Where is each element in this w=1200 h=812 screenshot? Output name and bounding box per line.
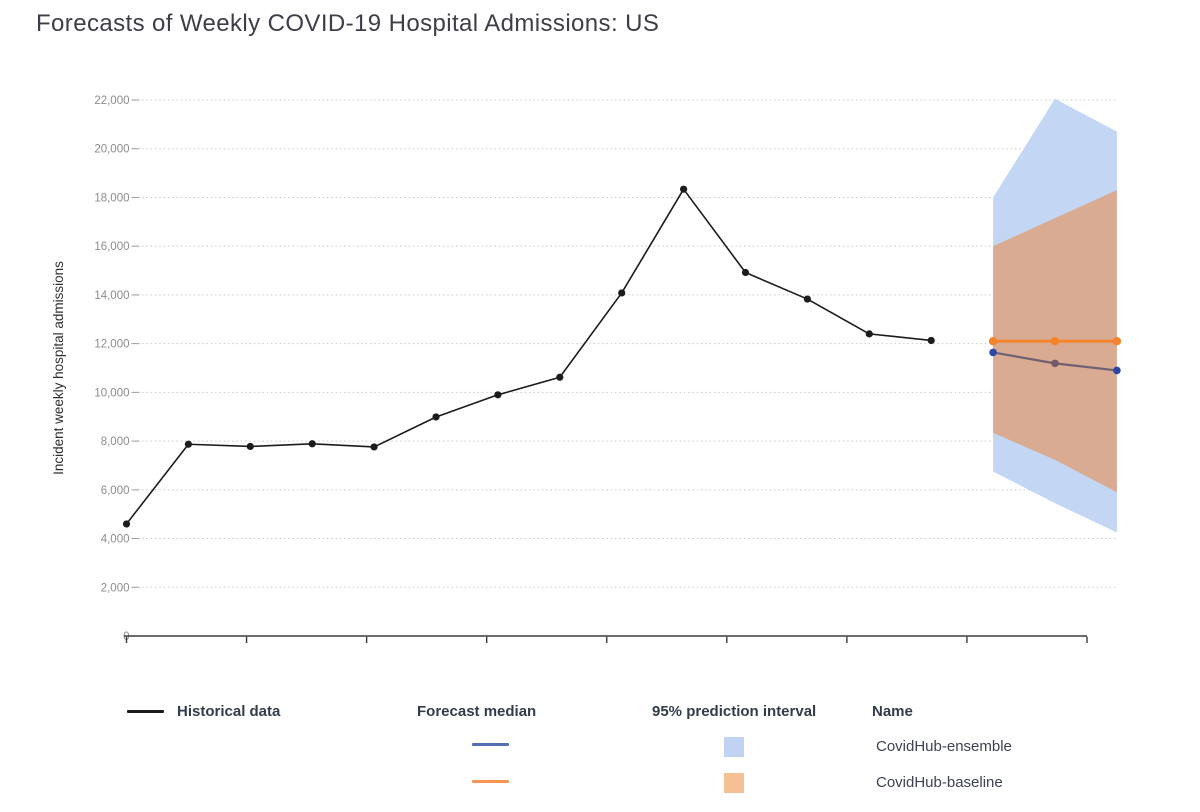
y-tick-label: 2,000	[101, 582, 130, 594]
historical-point	[803, 295, 812, 303]
historical-point	[246, 442, 254, 451]
legend-label-historical: Historical data	[177, 703, 281, 720]
historical-point	[184, 440, 192, 448]
baseline-median-point	[1050, 337, 1060, 346]
historical-point	[122, 520, 131, 528]
historical-point	[741, 268, 750, 277]
legend-header-forecast-median: Forecast median	[417, 703, 537, 720]
historical-point	[618, 289, 626, 297]
historical-point	[308, 440, 316, 448]
baseline-interval-swatch	[724, 773, 744, 793]
legend-model-baseline: CovidHub-baseline	[876, 774, 1003, 791]
historical-point	[432, 413, 440, 421]
y-tick-label: 8,000	[101, 436, 130, 448]
ensemble-median-point	[1113, 366, 1121, 375]
page-title: Forecasts of Weekly COVID-19 Hospital Ad…	[36, 10, 660, 37]
forecast-chart: 02,0004,0006,0008,00010,00012,00014,0001…	[51, 95, 1122, 643]
historical-point	[865, 330, 873, 338]
legend-header-name: Name	[872, 703, 913, 720]
ensemble-median-point	[989, 348, 997, 357]
historical-point	[927, 336, 935, 345]
y-tick-label: 18,000	[94, 192, 129, 204]
y-tick-label: 12,000	[94, 339, 129, 351]
ensemble-interval-swatch	[724, 737, 744, 757]
y-tick-label: 20,000	[94, 144, 129, 156]
ensemble-median-swatch	[472, 743, 509, 746]
legend-model-ensemble: CovidHub-ensemble	[876, 738, 1012, 755]
baseline-median-point	[988, 337, 998, 346]
historical-point	[370, 443, 378, 451]
y-tick-label: 10,000	[94, 387, 129, 399]
y-tick-label: 14,000	[94, 290, 129, 302]
y-axis-title: Incident weekly hospital admissions	[51, 261, 66, 475]
y-tick-label: 6,000	[101, 485, 130, 497]
historical-point	[494, 391, 502, 399]
historical-line	[125, 188, 932, 525]
y-tick-label: 16,000	[94, 241, 129, 253]
historical-point	[556, 373, 564, 381]
y-tick-label: 4,000	[101, 534, 130, 546]
ensemble-median-point	[1051, 359, 1059, 368]
historical-line-swatch	[127, 710, 164, 713]
baseline-median-swatch	[472, 780, 509, 783]
baseline-median-point	[1112, 337, 1122, 346]
historical-point	[680, 185, 688, 193]
y-tick-label: 22,000	[94, 95, 129, 107]
legend-header-prediction-interval: 95% prediction interval	[652, 703, 817, 720]
